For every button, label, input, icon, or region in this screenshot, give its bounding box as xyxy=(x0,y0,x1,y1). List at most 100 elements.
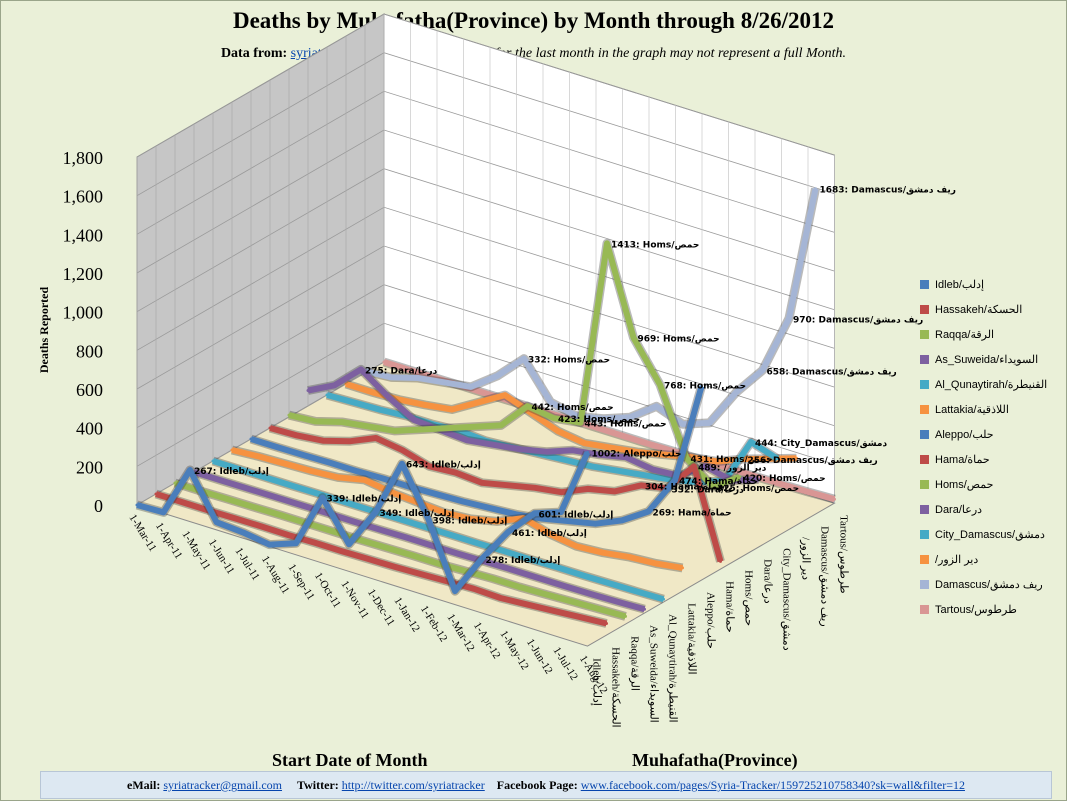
data-point xyxy=(522,357,526,361)
x-tick-label: 1-Oct-11 xyxy=(312,570,343,610)
data-point xyxy=(390,375,393,379)
legend-label: Al_Qunaytirah/القنيطرة xyxy=(935,379,1048,391)
legend-swatch xyxy=(920,555,929,564)
legend-item: As_Suweida/السويداء xyxy=(920,347,1060,372)
data-point xyxy=(525,602,529,606)
data-point xyxy=(359,538,362,542)
x-tick-label: 1-Sep-11 xyxy=(285,562,316,602)
data-point xyxy=(590,464,594,468)
data-label: 1002: Aleppo/حلب xyxy=(592,449,682,459)
province-tick-label: Hama/حماة xyxy=(724,581,736,633)
data-point xyxy=(442,511,446,514)
data-point xyxy=(692,464,696,468)
x-tick-label: 1-Jun-11 xyxy=(206,537,237,576)
data-from-label: Data from: xyxy=(220,46,288,61)
series-line xyxy=(326,392,780,486)
y-axis-title: Deaths Reported xyxy=(37,287,51,374)
data-note: Data for the last month in the graph may… xyxy=(463,46,847,61)
data-point xyxy=(238,467,241,471)
data-point xyxy=(382,360,386,364)
data-point xyxy=(578,615,582,619)
legend-swatch xyxy=(920,430,929,439)
data-label: 768: Homs/حمص xyxy=(664,382,746,392)
data-point xyxy=(226,497,230,501)
data-point xyxy=(427,517,430,521)
data-label: 461: Idleb/إدلب xyxy=(512,529,587,539)
series-line xyxy=(345,381,797,465)
data-point xyxy=(321,439,325,443)
legend: Idleb/إدلب Hassakeh/الحسكة Raqqa/الرقة As_S… xyxy=(920,272,1060,622)
data-point xyxy=(495,519,499,523)
x-tick-label: 1-Apr-12 xyxy=(471,620,503,661)
legend-item: Idleb/إدلب xyxy=(920,272,1060,297)
data-point xyxy=(749,440,753,444)
footer-twitter-link[interactable]: http://twitter.com/syriatracker xyxy=(341,778,485,792)
data-point xyxy=(776,457,779,461)
data-point xyxy=(355,469,359,473)
data-point xyxy=(613,489,616,493)
data-point xyxy=(393,565,396,569)
data-point xyxy=(283,462,287,466)
data-point xyxy=(704,464,707,468)
data-label: 970: Damascus/ريف دمشق xyxy=(793,315,923,325)
data-point xyxy=(529,558,533,562)
data-point xyxy=(575,414,579,418)
data-point xyxy=(658,383,662,387)
data-point xyxy=(423,525,427,529)
data-point xyxy=(761,368,764,372)
legend-swatch xyxy=(920,380,929,389)
footer-twitter-label: Twitter: xyxy=(297,778,339,792)
data-point xyxy=(404,535,408,539)
data-point xyxy=(480,481,484,485)
legend-swatch xyxy=(920,455,929,464)
legend-label: Idleb/إدلب xyxy=(935,279,985,291)
data-point xyxy=(594,522,597,526)
data-point xyxy=(287,413,291,417)
data-point xyxy=(344,500,347,504)
data-point xyxy=(257,454,260,458)
y-tick-label: 1,600 xyxy=(63,187,104,207)
data-point xyxy=(366,557,370,561)
data-point xyxy=(662,453,666,457)
data-label: 349: Idleb/إدلب xyxy=(380,509,455,519)
data-point xyxy=(609,582,612,586)
data-point xyxy=(245,486,249,490)
data-point xyxy=(287,533,290,537)
data-point xyxy=(295,433,298,437)
legend-swatch xyxy=(920,280,929,289)
data-point xyxy=(382,477,385,481)
data-point xyxy=(344,382,348,386)
data-point xyxy=(537,576,540,580)
x-tick-label: 1-Nov-11 xyxy=(338,579,371,621)
data-point xyxy=(188,468,192,472)
data-point xyxy=(412,554,415,558)
legend-swatch xyxy=(920,305,929,314)
legend-label: Lattakia/اللاذقية xyxy=(935,404,1009,416)
province-tick-label: Raqqa/الرقة xyxy=(629,636,641,691)
province-tick-label: Tartous/طرطوس xyxy=(838,515,850,594)
series-line xyxy=(193,469,646,613)
footer-bar: eMail: syriatracker@gmail.com Twitter: h… xyxy=(40,771,1052,799)
y-tick-label: 1,800 xyxy=(63,148,104,168)
data-point xyxy=(313,541,317,545)
data-point xyxy=(336,475,340,479)
data-point xyxy=(400,462,404,466)
data-point xyxy=(340,549,343,553)
data-point xyxy=(647,510,650,513)
footer-email-link[interactable]: syriatracker@gmail.com xyxy=(163,778,283,792)
legend-swatch xyxy=(920,505,929,514)
footer-facebook-link[interactable]: www.facebook.com/pages/Syria-Tracker/159… xyxy=(580,778,965,792)
y-tick-label: 0 xyxy=(94,496,103,516)
data-point xyxy=(685,456,688,460)
data-point xyxy=(465,438,469,442)
data-point xyxy=(476,541,480,545)
data-label: 423: Homs/حمص xyxy=(558,415,640,425)
data-label: 1683: Damascus/ريف دمشق xyxy=(820,186,956,196)
legend-label: Dara/درعا xyxy=(935,504,983,516)
data-point xyxy=(814,187,817,191)
legend-swatch xyxy=(920,605,929,614)
data-label: 643: Idleb/إدلب xyxy=(406,461,481,471)
data-point xyxy=(412,418,416,422)
data-point xyxy=(499,596,502,600)
data-point xyxy=(302,453,306,457)
